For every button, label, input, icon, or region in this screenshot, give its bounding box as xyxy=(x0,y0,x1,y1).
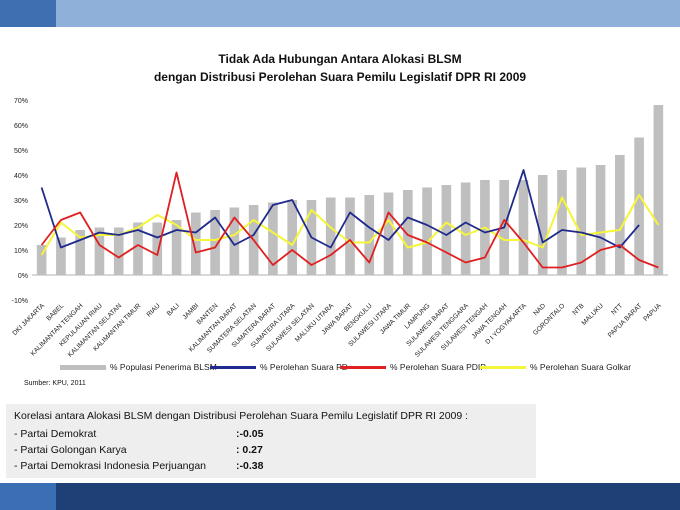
bar-blsm xyxy=(518,180,529,275)
bar-blsm xyxy=(422,187,432,275)
top-band-corner xyxy=(0,0,56,27)
y-tick-label: -10% xyxy=(12,298,28,305)
correlation-party-pd: - Partai Demokrat xyxy=(14,428,97,440)
bar-blsm xyxy=(345,197,355,275)
legend-swatch-golkar xyxy=(480,365,526,369)
bar-blsm xyxy=(576,167,587,275)
correlation-value-pd: :-0.05 xyxy=(236,428,264,440)
correlation-value-golkar: : 0.27 xyxy=(236,444,263,456)
chart-area: 70% 60% 50% 40% 30% 20% 10% 0% -10%DKI JAKARTA BA… xyxy=(11,98,668,359)
source-note: Sumber: KPU, 2011 xyxy=(24,380,86,387)
legend-swatch-blsm xyxy=(60,364,106,370)
bar-blsm xyxy=(653,105,664,275)
bar-blsm xyxy=(113,227,124,275)
bar-blsm xyxy=(460,182,471,275)
legend-label-pdip: % Perolehan Suara PDIP xyxy=(390,362,486,372)
x-tick-label: BALI xyxy=(166,302,181,317)
bar-blsm xyxy=(268,202,278,275)
legend-label-pd: % Perolehan Suara PD xyxy=(260,362,348,372)
bar-blsm xyxy=(557,170,567,275)
bottom-band xyxy=(0,483,680,510)
x-tick-label: PAPUA BARAT xyxy=(607,302,644,339)
y-tick-label: 10% xyxy=(14,248,28,255)
legend-item-pd: % Perolehan Suara PD xyxy=(210,362,348,372)
legend-item-blsm: % Populasi Penerima BLSM xyxy=(60,362,217,372)
legend: % Populasi Penerima BLSM % Perolehan Sua… xyxy=(60,362,660,376)
y-tick-label: 50% xyxy=(14,148,28,155)
x-tick-label: NTB xyxy=(571,302,586,317)
bar-blsm xyxy=(325,197,336,275)
bar-blsm xyxy=(152,222,163,275)
correlation-value-pdip: :-0.38 xyxy=(236,460,264,472)
x-tick-label: NAD xyxy=(532,302,547,317)
y-tick-label: 30% xyxy=(14,198,28,205)
bar-blsm xyxy=(133,222,143,275)
top-band xyxy=(0,0,680,27)
line-golkar xyxy=(40,194,660,256)
legend-label-blsm: % Populasi Penerima BLSM xyxy=(110,362,217,372)
bar-blsm xyxy=(441,185,452,275)
legend-item-pdip: % Perolehan Suara PDIP xyxy=(340,362,486,372)
bar-blsm xyxy=(383,192,394,275)
y-tick-label: 20% xyxy=(14,223,28,230)
y-tick-label: 70% xyxy=(14,98,28,105)
chart-title-line1: Tidak Ada Hubungan Antara Alokasi BLSM xyxy=(218,52,462,66)
bar-blsm xyxy=(634,137,644,275)
correlation-box: Korelasi antara Alokasi BLSM dengan Dist… xyxy=(6,404,536,478)
legend-item-golkar: % Perolehan Suara Golkar xyxy=(480,362,631,372)
legend-swatch-pdip xyxy=(340,365,386,369)
bar-blsm xyxy=(615,155,625,275)
bar-blsm xyxy=(36,245,47,275)
correlation-party-golkar: - Partai Golongan Karya xyxy=(14,444,127,456)
bar-blsm xyxy=(210,210,220,275)
x-tick-label: RIAU xyxy=(146,302,162,318)
correlation-party-pdip: - Partai Demokrasi Indonesia Perjuangan xyxy=(14,460,207,472)
bar-blsm xyxy=(537,175,548,275)
x-tick-label: DKI JAKARTA xyxy=(11,302,46,337)
bar-blsm xyxy=(56,237,66,275)
x-tick-label: PAPUA xyxy=(642,302,663,323)
line-pdip xyxy=(40,171,659,269)
x-tick-label: NTT xyxy=(610,302,624,316)
y-tick-label: 40% xyxy=(14,173,28,180)
legend-swatch-pd xyxy=(210,365,256,369)
bar-blsm xyxy=(94,227,105,275)
bar-blsm xyxy=(171,220,182,275)
correlation-title: Korelasi antara Alokasi BLSM dengan Dist… xyxy=(14,410,469,422)
line-pd xyxy=(40,169,640,249)
bar-blsm xyxy=(287,200,297,275)
y-tick-label: 0% xyxy=(18,273,28,280)
legend-label-golkar: % Perolehan Suara Golkar xyxy=(530,362,632,372)
bar-blsm xyxy=(229,207,240,275)
bottom-band-corner xyxy=(0,483,56,510)
chart-title-line2: dengan Distribusi Perolehan Suara Pemilu… xyxy=(153,70,527,84)
bar-blsm xyxy=(595,165,606,275)
bar-blsm xyxy=(75,230,85,275)
bar-blsm xyxy=(403,190,413,275)
bar-blsm xyxy=(191,212,201,275)
y-tick-label: 60% xyxy=(14,123,28,130)
bar-blsm xyxy=(364,195,375,275)
